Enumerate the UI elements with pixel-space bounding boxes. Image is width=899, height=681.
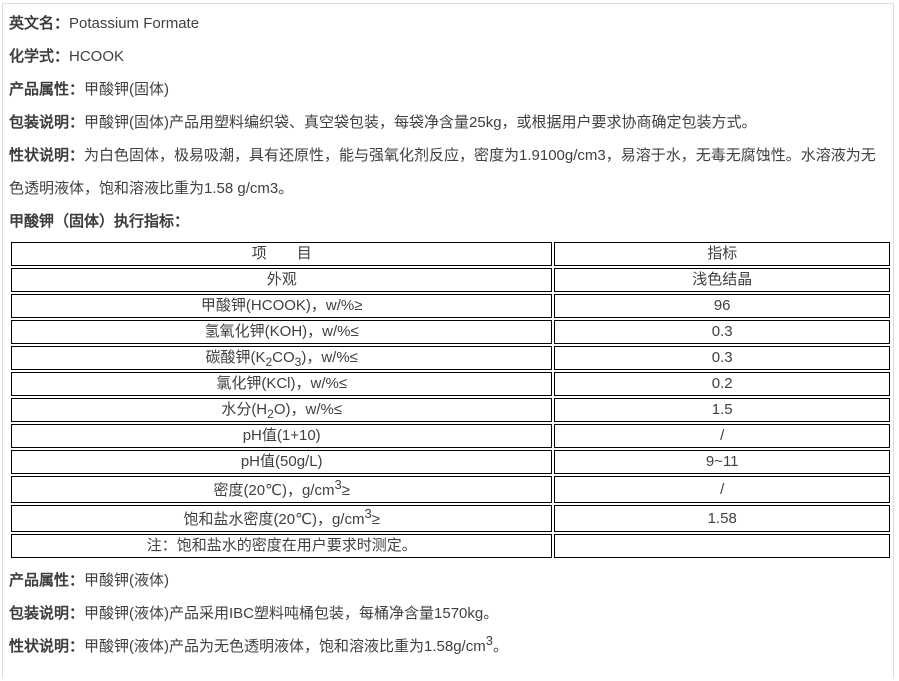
table-row-ph-50gl: pH值(50g/L) 9~11	[11, 450, 890, 474]
spec-item-cell: 注：饱和盐水的密度在用户要求时测定。	[11, 534, 553, 558]
spec-value-cell	[554, 534, 890, 558]
product-spec-page: 英文名：Potassium Formate 化学式：HCOOK 产品属性：甲酸钾…	[2, 3, 894, 678]
table-row-appearance: 外观 浅色结晶	[11, 268, 890, 292]
table-row-potassium-formate: 甲酸钾(HCOOK)，w/%≥ 96	[11, 294, 890, 318]
spec-item-cell: 饱和盐水密度(20℃)，g/cm3≥	[11, 505, 553, 532]
table-row-potassium-hydroxide: 氢氧化钾(KOH)，w/%≤ 0.3	[11, 320, 890, 344]
info-label: 化学式：	[9, 48, 70, 65]
info-line-properties-solid: 性状说明：为白色固体，极易吸潮，具有还原性，能与强氧化剂反应，密度为1.9100…	[9, 139, 887, 205]
spec-item-cell: pH值(1+10)	[11, 424, 553, 448]
info-label: 产品属性：	[9, 81, 85, 98]
info-label: 包装说明：	[9, 605, 85, 622]
info-line-properties-liquid: 性状说明：甲酸钾(液体)产品为无色透明液体，饱和溶液比重为1.58g/cm3。	[9, 630, 887, 663]
spec-item-cell: 氢氧化钾(KOH)，w/%≤	[11, 320, 553, 344]
spec-value-cell: 1.58	[554, 505, 890, 532]
table-row-note: 注：饱和盐水的密度在用户要求时测定。	[11, 534, 890, 558]
spec-value-cell: 0.3	[554, 346, 890, 370]
spec-table-header-value: 指标	[554, 242, 890, 266]
table-row-density: 密度(20℃)，g/cm3≥ /	[11, 476, 890, 503]
info-value: 甲酸钾(固体)	[84, 81, 170, 98]
table-row-potassium-chloride: 氯化钾(KCl)，w/%≤ 0.2	[11, 372, 890, 396]
info-label: 包装说明：	[9, 114, 85, 131]
spec-value-cell: /	[554, 424, 890, 448]
info-label: 性状说明：	[9, 638, 85, 655]
info-value: 甲酸钾(液体)产品采用IBC塑料吨桶包装，每桶净含量1570kg。	[84, 605, 499, 622]
spec-table-header-item: 项 目	[11, 242, 553, 266]
table-row-ph-1-10: pH值(1+10) /	[11, 424, 890, 448]
info-label: 产品属性：	[9, 572, 85, 589]
info-line-packaging-liquid: 包装说明：甲酸钾(液体)产品采用IBC塑料吨桶包装，每桶净含量1570kg。	[9, 597, 887, 630]
info-line-chemical-formula: 化学式：HCOOK	[9, 40, 887, 73]
info-value: 甲酸钾(液体)产品为无色透明液体，饱和溶液比重为1.58g/cm3。	[84, 633, 508, 655]
spec-table-header-row: 项 目 指标	[11, 242, 890, 266]
spec-value-cell: 0.3	[554, 320, 890, 344]
spec-value-cell: 9~11	[554, 450, 890, 474]
table-row-potassium-carbonate: 碳酸钾(K2CO3)，w/%≤ 0.3	[11, 346, 890, 370]
spec-value-cell: /	[554, 476, 890, 503]
spec-value-cell: 1.5	[554, 398, 890, 422]
info-value: Potassium Formate	[69, 15, 200, 32]
info-line-product-attribute-liquid: 产品属性：甲酸钾(液体)	[9, 564, 887, 597]
info-line-product-attribute-solid: 产品属性：甲酸钾(固体)	[9, 73, 887, 106]
spec-value-cell: 浅色结晶	[554, 268, 890, 292]
spec-item-cell: 密度(20℃)，g/cm3≥	[11, 476, 553, 503]
info-value: 为白色固体，极易吸潮，具有还原性，能与强氧化剂反应，密度为1.9100g/cm3…	[9, 147, 876, 197]
info-label: 性状说明：	[9, 147, 85, 164]
spec-value-cell: 96	[554, 294, 890, 318]
spec-item-cell: 甲酸钾(HCOOK)，w/%≥	[11, 294, 553, 318]
table-row-saturated-brine-density: 饱和盐水密度(20℃)，g/cm3≥ 1.58	[11, 505, 890, 532]
info-value: 甲酸钾(液体)	[84, 572, 170, 589]
spec-item-cell: 氯化钾(KCl)，w/%≤	[11, 372, 553, 396]
spec-value-cell: 0.2	[554, 372, 890, 396]
info-line-english-name: 英文名：Potassium Formate	[9, 7, 887, 40]
info-label: 英文名：	[9, 15, 70, 32]
info-value: HCOOK	[69, 48, 125, 65]
spec-item-cell: 外观	[11, 268, 553, 292]
spec-table-title: 甲酸钾（固体）执行指标：	[9, 213, 190, 230]
info-line-packaging-solid: 包装说明：甲酸钾(固体)产品用塑料编织袋、真空袋包装，每袋净含量25kg，或根据…	[9, 106, 887, 139]
table-row-moisture: 水分(H2O)，w/%≤ 1.5	[11, 398, 890, 422]
spec-item-cell: 碳酸钾(K2CO3)，w/%≤	[11, 346, 553, 370]
spec-table: 项 目 指标 外观 浅色结晶 甲酸钾(HCOOK)，w/%≥ 96 氢氧化钾(K…	[9, 240, 892, 560]
spec-item-cell: 水分(H2O)，w/%≤	[11, 398, 553, 422]
info-value: 甲酸钾(固体)产品用塑料编织袋、真空袋包装，每袋净含量25kg，或根据用户要求协…	[84, 114, 757, 131]
spec-item-cell: pH值(50g/L)	[11, 450, 553, 474]
